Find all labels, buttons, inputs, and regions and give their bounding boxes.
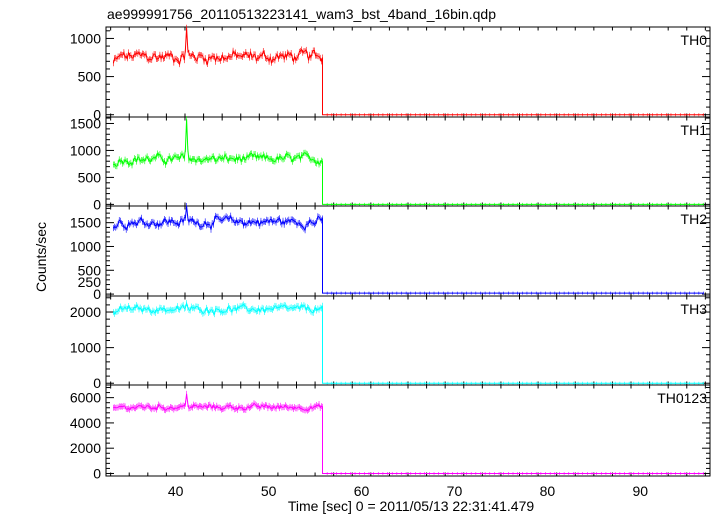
series-line-th0 [112, 27, 704, 116]
y-tick-label: 6000 [70, 390, 101, 406]
chart-title: ae999991756_20110513223141_wam3_bst_4ban… [107, 6, 496, 22]
y-tick-label: 500 [78, 169, 102, 185]
y-tick-label: 0 [93, 465, 101, 481]
panel-frame [105, 295, 711, 386]
x-axis-tick-labels: 40 50 60 70 80 90 [168, 483, 648, 499]
panel-th1: 0 500 1000 1500 TH1 [70, 115, 711, 212]
y-tick-label: 250 [78, 274, 102, 290]
series-label-th2: TH2 [681, 211, 708, 227]
y-tick-label: 2000 [70, 304, 101, 320]
y-tick-label: 1000 [70, 340, 101, 356]
series-label-th3: TH3 [681, 301, 708, 317]
panel-th3: 0 1000 2000 TH3 [70, 295, 711, 391]
x-tick-label: 70 [447, 483, 463, 499]
y-tick-label: 500 [78, 69, 102, 85]
y-tick-label: 2000 [70, 440, 101, 456]
y-tick-label: 1000 [70, 30, 101, 46]
series-line-th3 [112, 301, 704, 384]
y-tick-label: 0 [93, 196, 101, 212]
y-axis-label: Counts/sec [33, 222, 49, 292]
panel-frame [105, 205, 711, 297]
panel-th0: 0 500 1000 TH0 [70, 24, 711, 123]
series-label-th0: TH0 [681, 32, 708, 48]
x-axis-label: Time [sec] 0 = 2011/05/13 22:31:41.479 [288, 498, 535, 514]
y-tick-label: 500 [78, 262, 102, 278]
series-label-th0123: TH0123 [657, 390, 707, 406]
x-tick-label: 50 [261, 483, 277, 499]
y-tick-label: 4000 [70, 415, 101, 431]
panel-th0123: 0 2000 4000 6000 TH0123 [70, 384, 711, 481]
x-tick-label: 90 [633, 483, 649, 499]
y-tick-label: 0 [93, 286, 101, 302]
x-tick-label: 80 [540, 483, 556, 499]
panel-frame [105, 26, 711, 118]
y-tick-label: 0 [93, 107, 101, 123]
x-tick-label: 60 [354, 483, 370, 499]
y-tick-label: 1000 [70, 238, 101, 254]
series-label-th1: TH1 [681, 122, 708, 138]
panel-frame [105, 384, 711, 477]
y-tick-label: 0 [93, 375, 101, 391]
series-line-th2 [113, 205, 704, 294]
y-tick-label: 1500 [70, 115, 101, 131]
y-tick-label: 1000 [70, 142, 101, 158]
y-tick-label: 1500 [70, 215, 101, 231]
x-tick-label: 40 [168, 483, 184, 499]
